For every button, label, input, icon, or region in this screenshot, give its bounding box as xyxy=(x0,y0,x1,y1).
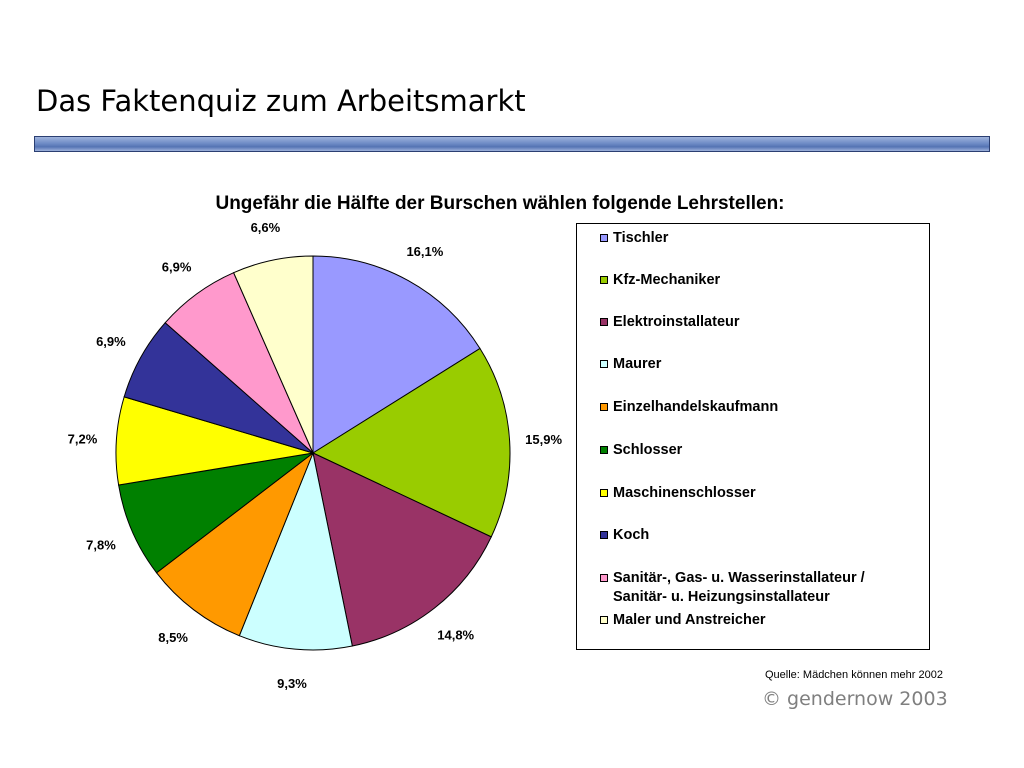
legend-item: Maschinenschlosser xyxy=(600,484,756,503)
legend-label: Elektroinstallateur xyxy=(613,314,740,330)
legend-label: Schlosser xyxy=(613,442,683,458)
legend-swatch xyxy=(600,531,608,539)
legend-swatch xyxy=(600,234,608,242)
legend-swatch xyxy=(600,574,608,582)
pie-slice-data-label: 6,9% xyxy=(96,334,126,349)
legend-label: Sanitär- u. Heizungsinstallateur xyxy=(613,589,830,605)
legend-swatch xyxy=(600,276,608,284)
pie-slice-data-label: 6,6% xyxy=(251,220,281,235)
pie-slice-data-label: 9,3% xyxy=(277,676,307,691)
pie-slice xyxy=(312,452,492,647)
legend-item: Sanitär-, Gas- u. Wasserinstallateur / Sa… xyxy=(600,569,865,607)
legend-swatch xyxy=(600,489,608,497)
pie-slice-data-label: 7,2% xyxy=(68,432,98,447)
slide-title: Das Faktenquiz zum Arbeitsmarkt xyxy=(36,84,526,118)
legend-item: Maurer xyxy=(600,355,662,374)
legend-label: Einzelhandelskaufmann xyxy=(613,399,779,415)
pie-slice xyxy=(155,451,315,637)
legend-swatch xyxy=(600,403,608,411)
pie-slice-data-label: 6,9% xyxy=(162,260,192,275)
legend-swatch xyxy=(600,318,608,326)
pie-slice-data-label: 8,5% xyxy=(158,630,188,645)
legend-item: Schlosser xyxy=(600,441,683,460)
pie-slice xyxy=(311,347,511,538)
pie-slice xyxy=(118,452,314,574)
pie-slice xyxy=(312,255,481,454)
legend-swatch xyxy=(600,616,608,624)
legend-item: Elektroinstallateur xyxy=(600,313,740,332)
legend-label: Maler und Anstreicher xyxy=(613,612,766,628)
legend-item: Maler und Anstreicher xyxy=(600,611,766,630)
title-divider-bar xyxy=(34,136,990,152)
copyright-note: © gendernow 2003 xyxy=(762,688,948,710)
legend-label: Maurer xyxy=(613,356,662,372)
legend-item: Tischler xyxy=(600,229,669,248)
legend-swatch xyxy=(600,360,608,368)
legend-label: Tischler xyxy=(613,230,669,246)
legend-label: Kfz-Mechaniker xyxy=(613,272,721,288)
source-note: Quelle: Mädchen können mehr 2002 xyxy=(765,669,943,681)
legend-label: Sanitär-, Gas- u. Wasserinstallateur / xyxy=(613,570,865,586)
chart-legend: Tischler Kfz-Mechaniker Elektroinstallateu… xyxy=(576,223,930,650)
legend-item: Einzelhandelskaufmann xyxy=(600,398,779,417)
legend-label: Koch xyxy=(613,527,650,543)
pie-slice-data-label: 15,9% xyxy=(525,432,562,447)
legend-swatch xyxy=(600,446,608,454)
pie-slice-data-label: 14,8% xyxy=(437,628,474,643)
legend-item: Kfz-Mechaniker xyxy=(600,271,721,290)
pie-slice xyxy=(232,255,314,454)
pie-slice-data-label: 7,8% xyxy=(86,538,116,553)
legend-item: Koch xyxy=(600,526,650,545)
pie-slice xyxy=(238,451,353,651)
legend-label: Maschinenschlosser xyxy=(613,485,756,501)
chart-title: Ungefähr die Hälfte der Burschen wählen … xyxy=(215,193,785,214)
pie-slice-data-label: 16,1% xyxy=(406,244,443,259)
